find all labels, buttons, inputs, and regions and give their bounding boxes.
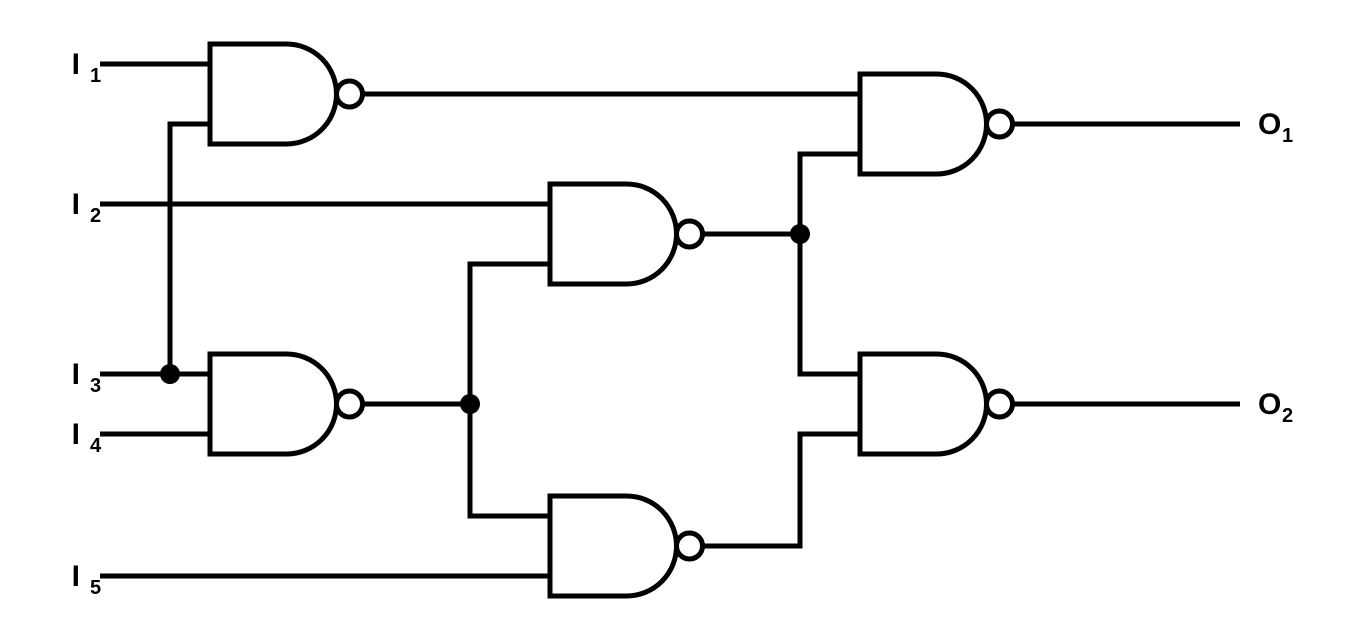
nand-gate-G6 [860, 354, 1056, 454]
input-label-sub-I5: 5 [90, 577, 101, 599]
inversion-bubble-G6 [987, 391, 1013, 417]
inversion-bubble-G1 [337, 81, 363, 107]
output-label-sub-O2: 2 [1282, 405, 1293, 427]
inversion-bubble-G4 [677, 533, 703, 559]
output-label-sub-O1: 1 [1282, 125, 1293, 147]
output-label-O1: O [1258, 108, 1281, 141]
inversion-bubble-G3 [677, 221, 703, 247]
junction-J_G3 [790, 224, 810, 244]
nand-gate-G1 [210, 44, 406, 144]
wire-w_G2_G4a [470, 404, 550, 516]
input-label-sub-I1: 1 [90, 65, 101, 87]
inversion-bubble-G5 [987, 111, 1013, 137]
nand-gate-G3 [550, 184, 746, 284]
nand-gate-G4 [550, 496, 746, 596]
input-label-I2: I [72, 188, 80, 221]
input-label-sub-I4: 4 [90, 435, 102, 457]
logic-circuit-diagram: I1I2I3I4I5O1O2 [0, 0, 1363, 641]
wire-w_I3_G1b [170, 124, 210, 374]
junction-J_G2 [460, 394, 480, 414]
wire-w_G3_G6a [800, 234, 860, 374]
wire-w_G2_G3b [470, 264, 550, 404]
inversion-bubble-G2 [337, 391, 363, 417]
wire-w_G4_G6b [746, 434, 860, 546]
output-label-O2: O [1258, 388, 1281, 421]
junction-J_I3 [160, 364, 180, 384]
input-label-I1: I [72, 48, 80, 81]
input-label-sub-I3: 3 [90, 375, 101, 397]
input-label-sub-I2: 2 [90, 205, 101, 227]
input-label-I3: I [72, 358, 80, 391]
nand-gate-G5 [860, 74, 1056, 174]
nand-gate-G2 [210, 354, 406, 454]
wire-w_G3_G5b [800, 154, 860, 234]
input-label-I4: I [72, 418, 80, 451]
input-label-I5: I [72, 560, 80, 593]
